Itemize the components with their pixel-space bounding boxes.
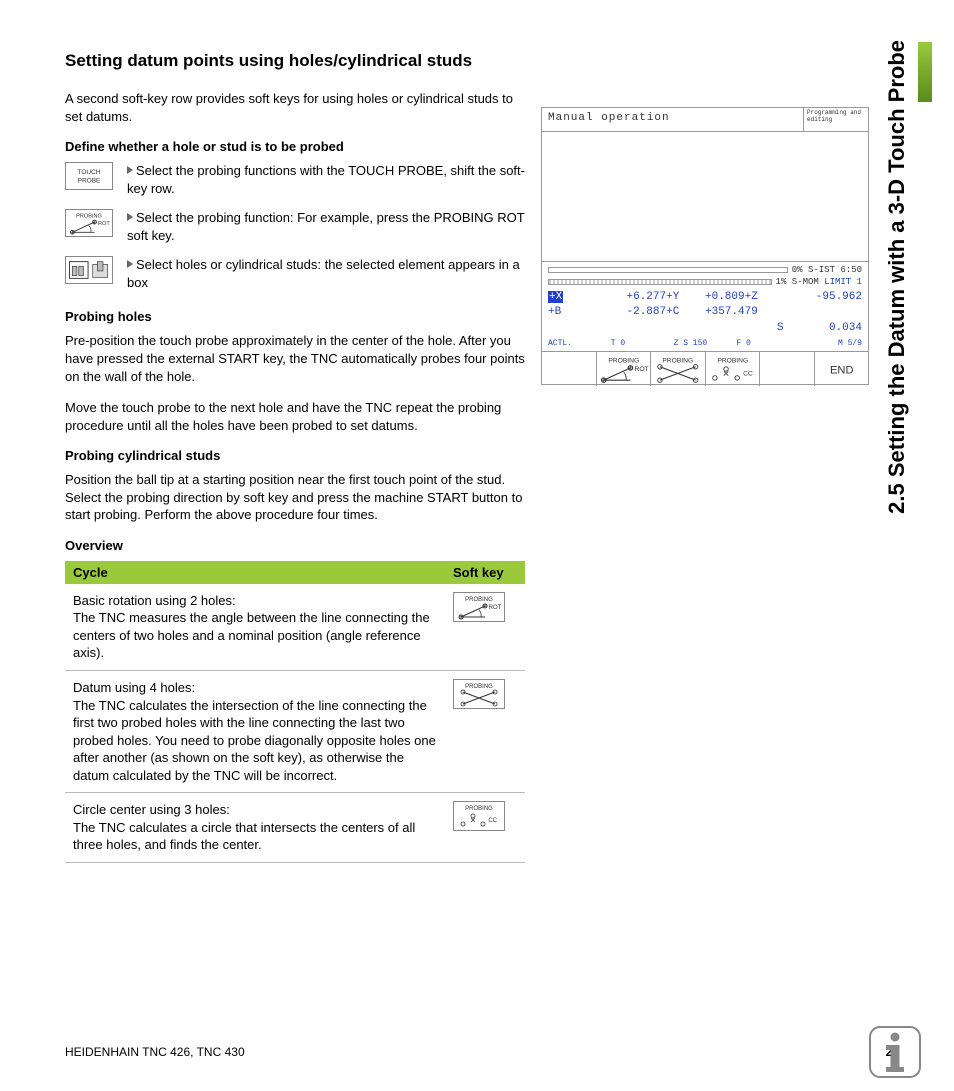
probing-rot-softkey-icon [65, 209, 113, 237]
step-row: Select holes or cylindrical studs: the s… [65, 256, 525, 299]
side-accent-bar [918, 42, 932, 102]
touch-probe-softkey-icon [65, 162, 113, 190]
th-cycle: Cycle [65, 561, 445, 584]
th-softkey: Soft key [445, 561, 525, 584]
probing-rot-softkey-icon [453, 592, 505, 622]
probing-studs-subheading: Probing cylindrical studs [65, 448, 525, 463]
cnc-softkey-blank[interactable] [542, 352, 597, 386]
table-row: Circle center using 3 holes: The TNC calc… [65, 793, 525, 863]
cycle-body: The TNC measures the angle between the l… [73, 610, 430, 660]
cycle-title: Circle center using 3 holes: [73, 802, 230, 817]
page-footer: HEIDENHAIN TNC 426, TNC 430 23 [65, 1045, 899, 1059]
cnc-softkey-probing-rot[interactable] [597, 352, 652, 386]
cnc-softkey-probing-4[interactable] [651, 352, 706, 386]
intro-paragraph: A second soft-key row provides soft keys… [65, 90, 525, 125]
cycle-title: Datum using 4 holes: [73, 680, 195, 695]
define-subheading: Define whether a hole or stud is to be p… [65, 139, 525, 154]
cnc-screen: Manual operation Programming and editing… [541, 107, 869, 385]
info-icon [866, 1023, 924, 1081]
cnc-softkey-blank[interactable] [760, 352, 815, 386]
table-row: Basic rotation using 2 holes: The TNC mea… [65, 584, 525, 671]
cnc-softkey-probing-cc[interactable] [706, 352, 761, 386]
page-heading: Setting datum points using holes/cylindr… [65, 50, 525, 72]
cnc-softkey-end[interactable] [815, 352, 869, 386]
cnc-position-readout: +X +6.277+Y +0.809+Z -95.962 +B -2.887+C… [542, 288, 868, 338]
step-text: Select holes or cylindrical studs: the s… [127, 256, 525, 299]
step-text: Select the probing functions with the TO… [127, 162, 525, 205]
cnc-title: Manual operation [542, 108, 804, 132]
probing-holes-p1: Pre-position the touch probe approximate… [65, 332, 525, 385]
cnc-status-line: ACTL.T 0Z S 150F 0M 5/9 [542, 338, 868, 352]
cnc-softkey-row [542, 352, 868, 386]
overview-subheading: Overview [65, 538, 525, 553]
step-row: Select the probing functions with the TO… [65, 162, 525, 205]
hole-stud-softkey-icon [65, 256, 113, 284]
step-row: Select the probing function: For example… [65, 209, 525, 252]
section-sidebar-label: 2.5 Setting the Datum with a 3-D Touch P… [884, 40, 910, 514]
cycle-body: The TNC calculates a circle that interse… [73, 820, 415, 853]
step-text: Select the probing function: For example… [127, 209, 525, 252]
table-row: Datum using 4 holes: The TNC calculates t… [65, 671, 525, 793]
overview-table: Cycle Soft key Basic rotation using 2 ho… [65, 561, 525, 863]
cycle-title: Basic rotation using 2 holes: [73, 593, 236, 608]
cnc-mode: Programming and editing [804, 108, 868, 132]
probing-cc-softkey-icon [453, 801, 505, 831]
probing-holes-p2: Move the touch probe to the next hole an… [65, 399, 525, 434]
cycle-body: The TNC calculates the intersection of t… [73, 698, 436, 783]
probing-studs-p: Position the ball tip at a starting posi… [65, 471, 525, 524]
probing-holes-subheading: Probing holes [65, 309, 525, 324]
probing-4-softkey-icon [453, 679, 505, 709]
footer-product: HEIDENHAIN TNC 426, TNC 430 [65, 1045, 245, 1059]
